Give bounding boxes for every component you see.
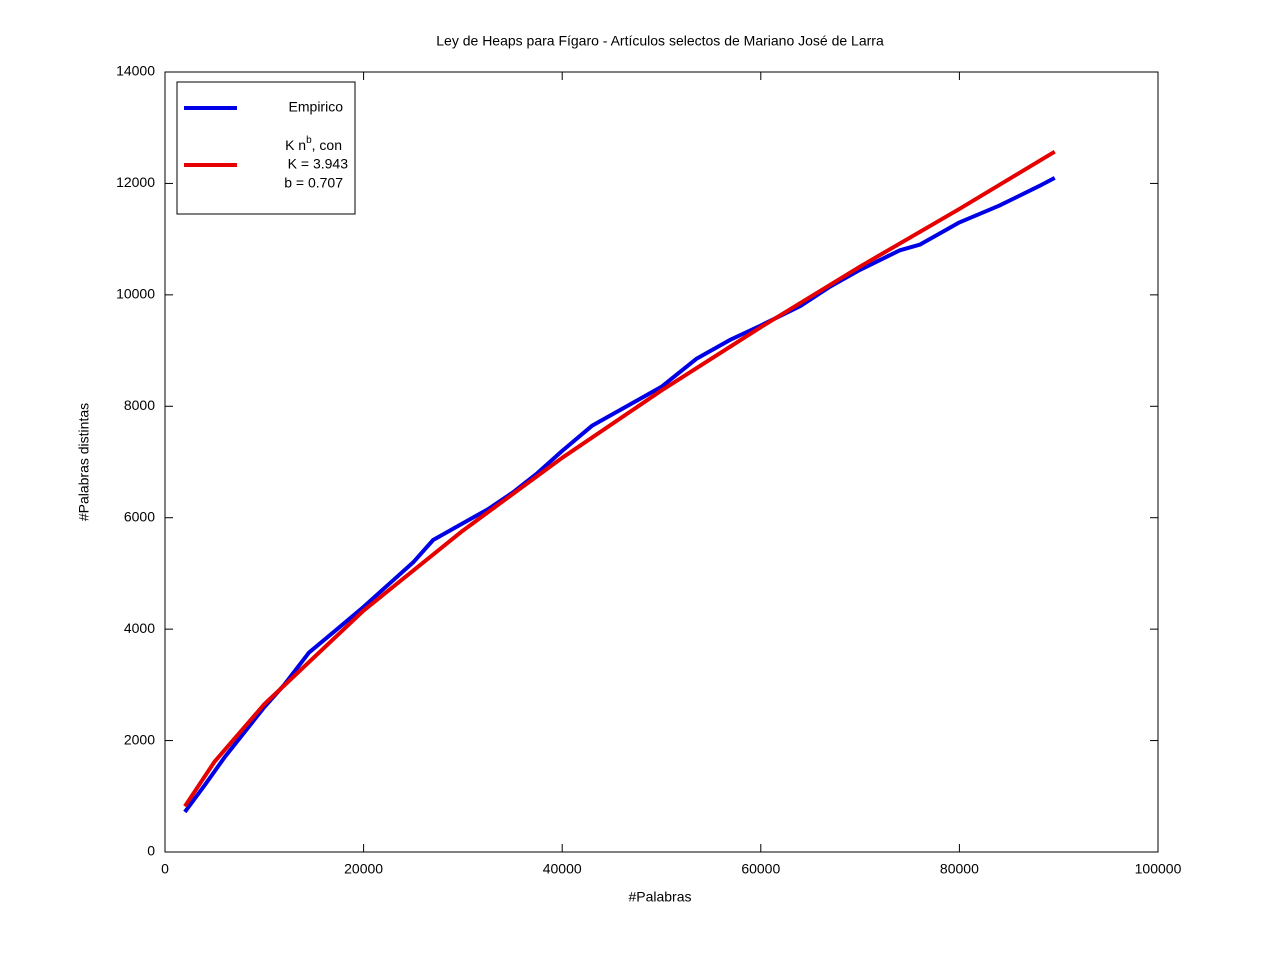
legend-label-part: b [306,135,312,146]
legend-box [176,81,356,215]
x-tick-label: 40000 [543,861,582,877]
legend-label: b = 0.707 [284,175,343,191]
y-tick-label: 8000 [124,397,155,413]
x-tick-label: 60000 [741,861,780,877]
chart-title: Ley de Heaps para Fígaro - Artículos sel… [436,33,884,49]
y-tick-label: 4000 [124,620,155,636]
legend-label: K nb, con [285,135,342,153]
x-tick-label: 100000 [1135,861,1182,877]
legend-label-part: , con [312,137,342,153]
y-tick-label: 10000 [116,286,155,302]
x-tick-label: 80000 [940,861,979,877]
legend-label-part: K n [285,137,306,153]
y-tick-label: 6000 [124,508,155,524]
y-axis-label: #Palabras distintas [76,403,92,521]
y-tick-label: 14000 [116,63,155,79]
series-line [183,149,1056,808]
x-tick-label: 20000 [344,861,383,877]
x-axis-label: #Palabras [628,889,691,905]
plot-frame [164,71,1159,853]
y-tick-label: 2000 [124,731,155,747]
y-tick-label: 0 [147,843,155,859]
y-tick-label: 12000 [116,174,155,190]
legend-label: Empirico [289,99,344,115]
legend-label: K = 3.943 [288,156,349,172]
x-tick-label: 0 [161,861,169,877]
